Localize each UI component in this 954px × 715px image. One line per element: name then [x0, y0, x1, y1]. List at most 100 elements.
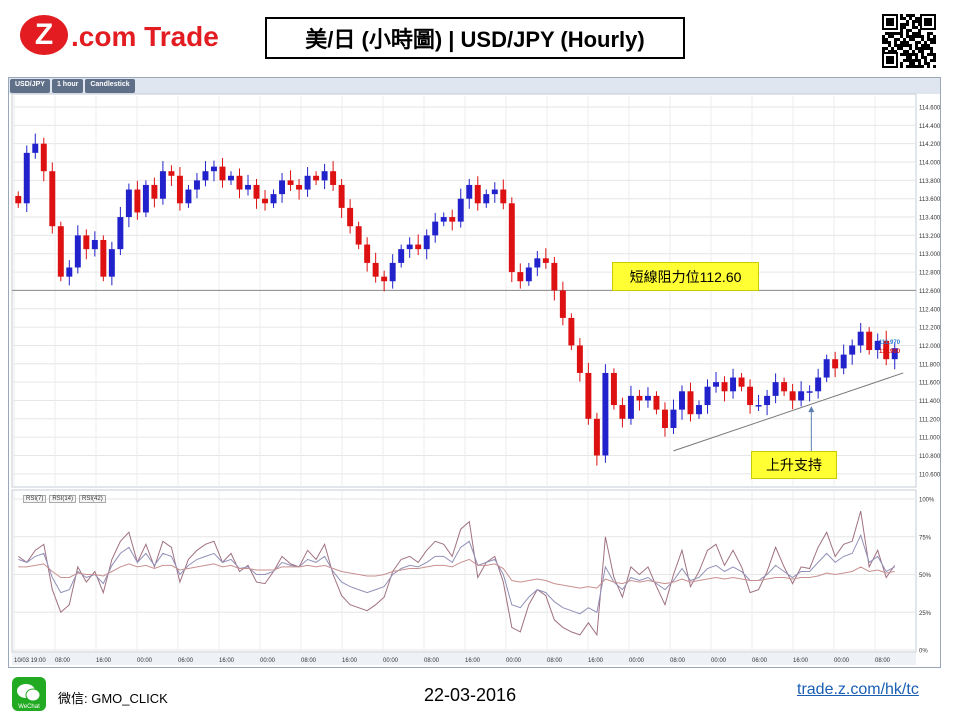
candle-body: [134, 189, 141, 213]
candle-body: [576, 345, 583, 373]
qr-module: [927, 32, 930, 35]
qr-module: [909, 44, 912, 47]
symbol-tab[interactable]: USD/JPY: [10, 79, 50, 93]
candle-body: [159, 171, 166, 199]
qr-module: [903, 38, 906, 41]
qr-module: [915, 65, 918, 68]
qr-module: [882, 41, 885, 44]
qr-module: [906, 59, 909, 62]
price-tick-label: 111.800: [919, 362, 940, 368]
candle-body: [355, 226, 362, 245]
qr-module: [900, 17, 903, 20]
candle-body: [644, 395, 651, 401]
qr-module: [909, 53, 912, 56]
qr-module: [915, 32, 918, 35]
rsi-series-line-1: [18, 533, 895, 615]
qr-module: [912, 26, 915, 29]
timeframe-tab[interactable]: 1 hour: [51, 79, 84, 93]
qr-module: [882, 38, 885, 41]
candle-body: [517, 272, 524, 282]
qr-module: [888, 35, 891, 38]
candle-body: [185, 189, 192, 204]
candle-body: [883, 340, 890, 360]
candle-body: [253, 184, 260, 199]
candle-body: [168, 171, 175, 176]
candle-body: [713, 382, 720, 387]
price-tick-label: 113.200: [919, 234, 940, 240]
qr-module: [909, 59, 912, 62]
qr-module: [906, 44, 909, 47]
qr-module: [900, 65, 903, 68]
qr-module: [915, 47, 918, 50]
chart-toolbar-bar: [9, 78, 940, 94]
price-tick-label: 110.800: [919, 454, 940, 460]
candle-body: [381, 276, 388, 282]
price-tick-label: 112.600: [919, 289, 940, 295]
qr-module: [930, 59, 933, 62]
qr-module: [909, 17, 912, 20]
candle-body: [840, 354, 847, 369]
price-tick-label: 111.400: [919, 399, 940, 405]
qr-module: [918, 62, 921, 65]
candle-body: [74, 235, 81, 268]
wechat-icon[interactable]: WeChat: [12, 677, 46, 711]
rsi14-legend[interactable]: RSI(14): [49, 495, 77, 503]
qr-module: [900, 32, 903, 35]
time-tick-label: 06:00: [178, 658, 194, 664]
website-link[interactable]: trade.z.com/hk/tc: [797, 681, 919, 698]
qr-module: [915, 59, 918, 62]
qr-module: [924, 18, 932, 26]
candle-body: [627, 395, 634, 419]
qr-module: [906, 20, 909, 23]
candle-body: [585, 372, 592, 419]
rsi-tick-label: 25%: [919, 611, 932, 617]
qr-module: [909, 65, 912, 68]
time-tick-label: 00:00: [711, 658, 727, 664]
candle-body: [619, 405, 626, 419]
qr-module: [930, 50, 933, 53]
rsi-tick-label: 50%: [919, 573, 932, 579]
bid-price-label: 111.970: [879, 340, 901, 346]
qr-module: [915, 41, 918, 44]
candle-body: [815, 377, 822, 392]
candle-body: [457, 198, 464, 222]
rsi-series-line-0: [18, 510, 896, 637]
qr-module: [915, 53, 918, 56]
wechat-bubbles-icon: WeChat: [17, 684, 41, 710]
candle-body: [406, 244, 413, 250]
rsi42-legend[interactable]: RSI(42): [79, 495, 106, 503]
time-tick-label: 08:00: [670, 658, 686, 664]
candle-body: [440, 217, 447, 222]
candle-body: [449, 217, 456, 222]
qr-module: [900, 41, 903, 44]
price-tick-label: 112.800: [919, 271, 940, 277]
rsi7-legend[interactable]: RSI(7): [23, 495, 47, 503]
qr-module: [912, 53, 915, 56]
chart-style-tab[interactable]: Candlestick: [85, 79, 135, 93]
qr-module: [933, 65, 936, 68]
qr-module: [906, 41, 909, 44]
qr-module: [915, 44, 918, 47]
candle-body: [245, 184, 251, 190]
candle-body: [108, 249, 115, 277]
qr-module: [882, 50, 885, 53]
candle-body: [330, 171, 337, 185]
qr-module: [912, 38, 915, 41]
qr-module: [900, 62, 903, 65]
candle-body: [125, 189, 132, 218]
qr-module: [912, 32, 915, 35]
candle-body: [57, 226, 64, 277]
candle-body: [874, 340, 881, 351]
candle-body: [866, 331, 873, 351]
qr-module: [900, 47, 903, 50]
qr-module: [921, 44, 924, 47]
qr-module: [891, 47, 894, 50]
qr-module: [909, 47, 912, 50]
qr-module: [930, 53, 933, 56]
candle-body: [806, 391, 813, 393]
qr-module: [906, 56, 909, 59]
qr-module: [909, 29, 912, 32]
qr-module: [912, 23, 915, 26]
qr-module: [894, 44, 897, 47]
qr-module: [903, 50, 906, 53]
